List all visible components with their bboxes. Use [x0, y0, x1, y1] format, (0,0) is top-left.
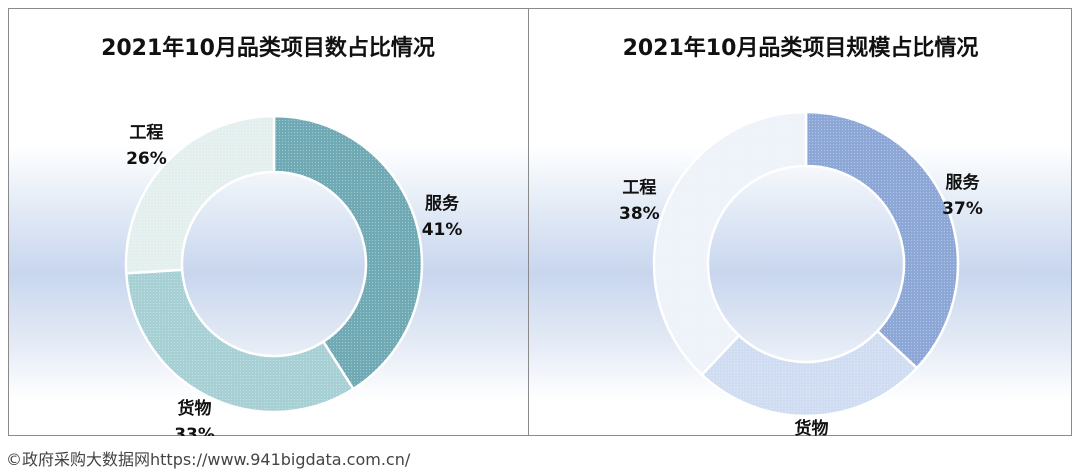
value-label-fuwu: 37%	[942, 199, 983, 219]
value-label-huowu: 33%	[174, 425, 215, 436]
category-label-gongcheng: 工程	[622, 178, 656, 198]
value-label-fuwu: 41%	[422, 220, 463, 240]
category-label-fuwu: 服务	[425, 193, 460, 214]
panel-divider	[528, 8, 529, 436]
donut-slice-texture-gongcheng	[125, 116, 274, 274]
donut-slice-texture-huowu	[701, 331, 917, 416]
chart-title-count: 2021年10月品类项目数占比情况	[101, 36, 435, 61]
category-label-huowu: 货物	[795, 418, 829, 436]
donut-slice-texture-gongcheng	[654, 112, 806, 375]
donut-slice-texture-fuwu	[274, 116, 423, 389]
value-label-gongcheng: 26%	[126, 149, 167, 169]
donut-chart-count: 服务 41% 货物 33% 工程 26%	[124, 114, 463, 436]
chart-panel-count: 2021年10月品类项目数占比情况 服务 41% 货物 33% 工程 26%	[8, 8, 528, 436]
category-label-gongcheng: 工程	[129, 123, 163, 143]
category-label-fuwu: 服务	[946, 172, 981, 193]
donut-slice-texture-huowu	[126, 269, 354, 413]
donut-slice-texture-fuwu	[806, 112, 958, 369]
chart-title-scale: 2021年10月品类项目规模占比情况	[622, 36, 979, 61]
source-credit: ©政府采购大数据网https://www.941bigdata.com.cn/	[6, 450, 411, 469]
value-label-gongcheng: 38%	[619, 204, 660, 224]
category-label-huowu: 货物	[178, 398, 212, 419]
